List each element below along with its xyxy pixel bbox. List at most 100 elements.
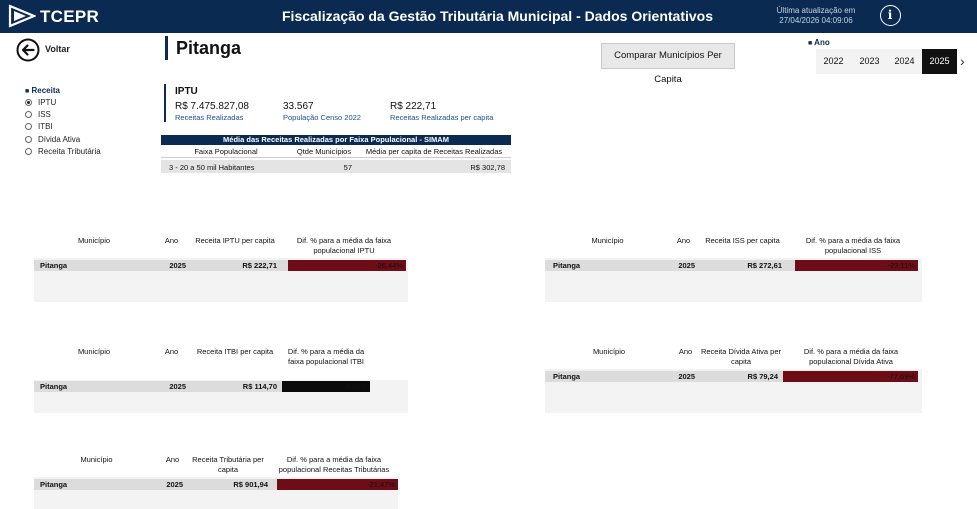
last-update: Última atualização em 27/04/2026 04:09:0… [770,6,862,26]
year-option-2022[interactable]: 2022 [823,56,844,66]
kpi-percapita-caption: Receitas Realizadas per capita [390,113,494,122]
column-header: Receita ITBI per capita [196,347,274,356]
diff-bar [794,260,918,271]
back-label: Voltar [45,44,70,54]
info-button[interactable]: i [880,5,901,26]
table-row: Pitanga 2025 R$ 114,70 -0,60% [34,381,370,392]
radio-selected-icon [25,99,32,106]
column-header: Receita Tributária per capita [192,455,264,474]
diff-bar [282,381,370,392]
cell-percapita: R$ 79,24 [747,372,778,381]
average-table-title: Média das Receitas Realizadas por Faixa … [161,135,511,145]
brand-name: TCEPR [40,7,100,26]
column-header: Ano [164,347,179,356]
diff-value: -77,69% [887,372,915,381]
cell-municipio: Pitanga [40,480,68,489]
card-divida-ativa: Município Ano Receita Dívida Ativa per c… [545,343,922,413]
year-filter-label: ■ Ano [808,38,830,47]
year-option-2025[interactable]: 2025 [922,49,957,74]
diff-value: -0,60% [343,382,367,391]
page-title: Fiscalização da Gestão Tributária Munici… [282,8,714,24]
cell-ano: 2025 [166,480,183,489]
compare-per-capita-button[interactable]: Comparar Municípios Per Capita [601,43,735,85]
arrow-left-circle-icon [16,38,40,62]
kpi-revenue-value: R$ 7.475.827,08 [175,101,249,112]
column-header: Ano [165,455,180,464]
card-header: Município Ano Receita ISS per capita Dif… [545,232,922,258]
diff-value: -26,44% [375,261,403,270]
diff-bar [277,479,398,490]
kpi-revenue-caption: Receitas Realizadas [175,113,244,122]
table-row: 3 - 20 a 50 mil Habitantes 57 R$ 302,78 [161,160,511,173]
cell-count: 57 [343,163,352,172]
table-row: Pitanga 2025 R$ 272,61 -23,11% [545,260,918,271]
column-header: Faixa Populacional [194,147,258,156]
municipality-title: Pitanga [176,38,242,58]
radio-label: ISS [38,110,51,119]
cell-percapita: R$ 114,70 [242,382,277,391]
cell-percapita: R$ 901,94 [233,480,268,489]
column-header: Receita ISS per capita [705,236,780,245]
table-row: Pitanga 2025 R$ 222,71 -26,44% [34,260,406,271]
column-header: Município [592,347,626,356]
radio-empty-icon [25,148,32,155]
column-header: Município [77,236,111,245]
column-header: Dif. % para a média da faixa populaciona… [278,455,390,474]
year-filter: 2022 2023 2024 2025 [816,49,957,74]
diff-bar [783,371,918,382]
radio-empty-icon [25,136,32,143]
cell-municipio: Pitanga [553,372,581,381]
diff-bar-cell: -0,60% [282,381,370,392]
diff-bar [288,260,406,271]
column-header: Município [80,455,113,464]
column-header: Dif. % para a média da faixa populaciona… [296,236,392,255]
revenue-filter-label: ■ Receita [25,86,60,95]
column-header: Dif. % para a média da faixa populaciona… [287,347,365,366]
year-option-2023[interactable]: 2023 [859,56,880,66]
tcepr-logo-icon [8,4,36,28]
card-header: Município Ano Receita ITBI per capita Di… [34,343,408,380]
column-header: Dif. % para a média da faixa populaciona… [803,347,899,366]
last-update-value: 27/04/2026 04:09:06 [779,16,853,25]
table-row: Pitanga 2025 R$ 79,24 -77,69% [545,371,918,382]
diff-bar-cell: -23,11% [788,260,918,271]
title-accent-bar [165,36,168,60]
card-iptu: Município Ano Receita IPTU per capita Di… [34,232,408,302]
cell-municipio: Pitanga [40,261,68,270]
cell-municipio: Pitanga [40,382,68,391]
card-itbi: Município Ano Receita ITBI per capita Di… [34,343,408,413]
column-header: Ano [164,236,179,245]
chevron-right-icon[interactable]: › [960,53,965,69]
column-header: Média per capita de Receitas Realizadas [365,147,503,156]
cell-ano: 2025 [678,261,695,270]
card-header: Município Ano Receita Dívida Ativa per c… [545,343,922,369]
year-option-2024[interactable]: 2024 [894,56,915,66]
kpi-population-value: 33.567 [283,101,314,112]
card-header: Município Ano Receita Tributária per cap… [34,451,398,477]
cell-percapita: R$ 222,71 [242,261,277,270]
diff-bar-cell: -77,69% [783,371,918,382]
last-update-label: Última atualização em [776,6,856,15]
column-header: Dif. % para a média da faixa populaciona… [805,236,901,255]
radio-empty-icon [25,123,32,130]
radio-empty-icon [25,111,32,118]
cell-ano: 2025 [169,382,186,391]
kpi-population-caption: População Censo 2022 [283,113,361,122]
diff-value: -21,47% [367,480,395,489]
cell-municipio: Pitanga [553,261,581,270]
radio-label: ITBI [38,122,53,131]
column-header: Município [591,236,624,245]
card-iss: Município Ano Receita ISS per capita Dif… [545,232,922,302]
cell-ano: 2025 [678,372,695,381]
cell-ano: 2025 [169,261,186,270]
diff-value: -23,11% [887,261,915,270]
card-header: Município Ano Receita IPTU per capita Di… [34,232,408,258]
card-receita-tributaria: Município Ano Receita Tributária per cap… [34,451,398,509]
column-header: Município [77,347,111,356]
table-row: Pitanga 2025 R$ 901,94 -21,47% [34,479,398,490]
diff-bar-cell: -21,47% [271,479,398,490]
radio-label: IPTU [38,98,57,107]
radio-label: Dívida Ativa [38,135,81,144]
kpi-title: IPTU [175,86,198,97]
population-band-average-table: Média das Receitas Realizadas por Faixa … [161,135,511,181]
